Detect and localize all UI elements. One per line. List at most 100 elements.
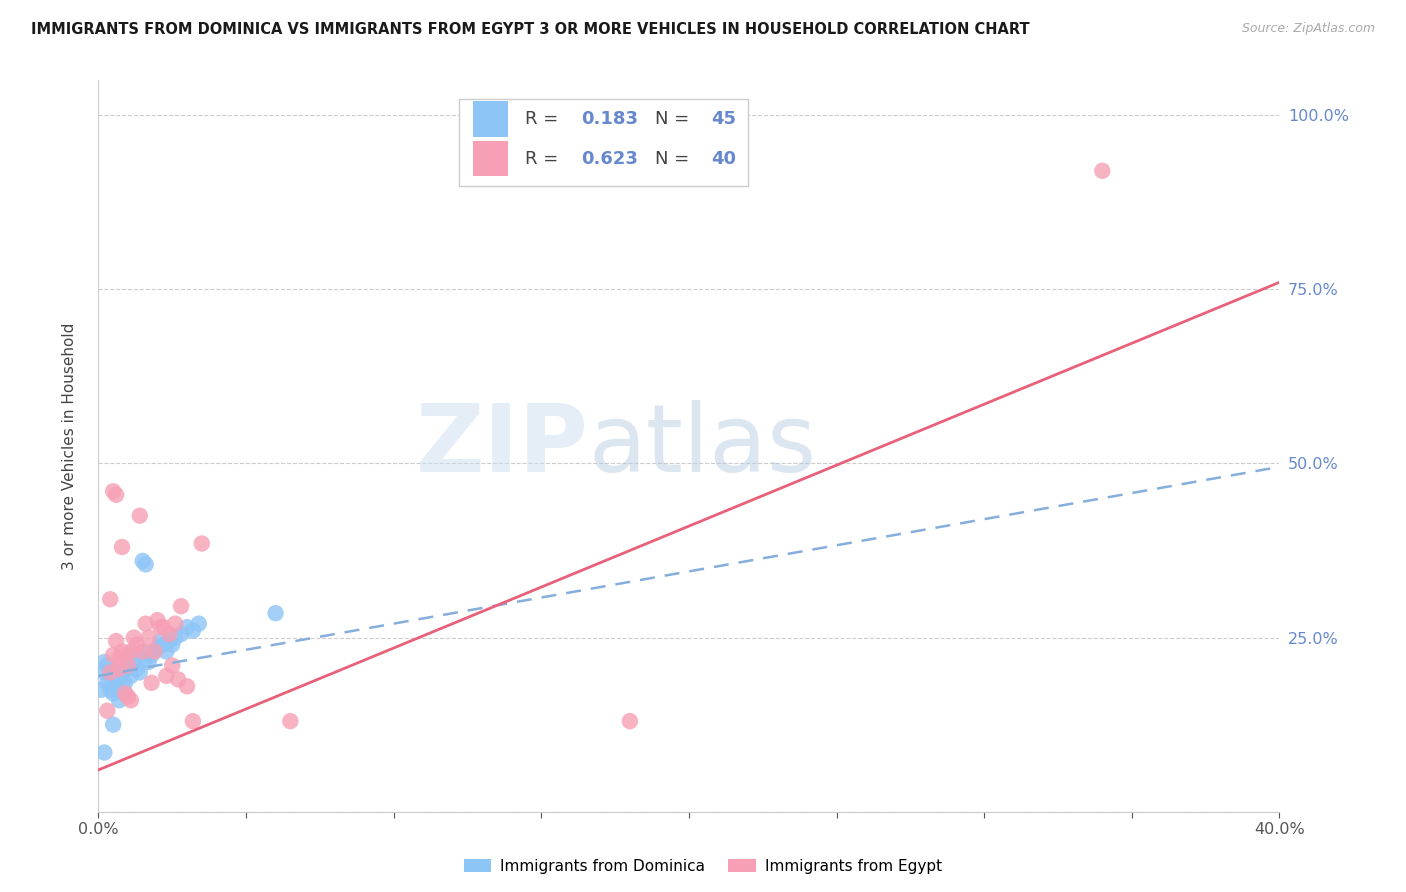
Text: N =: N = [655,110,695,128]
Point [165,616,187,631]
Point [117,651,139,665]
Point [96,704,118,718]
Point [143,644,166,658]
Point [120,644,142,658]
Point [157,634,180,648]
FancyBboxPatch shape [472,141,508,176]
Text: 45: 45 [711,110,737,128]
Point [143,644,166,658]
Point [170,599,193,614]
Point [128,508,150,523]
Text: ZIP: ZIP [416,400,589,492]
Text: Source: ZipAtlas.com: Source: ZipAtlas.com [1241,22,1375,36]
Point [98,682,121,697]
Point [157,627,180,641]
Text: 0.183: 0.183 [582,110,638,128]
Point [108,651,131,665]
Point [187,616,209,631]
Point [105,634,128,648]
Text: IMMIGRANTS FROM DOMINICA VS IMMIGRANTS FROM EGYPT 3 OR MORE VEHICLES IN HOUSEHOL: IMMIGRANTS FROM DOMINICA VS IMMIGRANTS F… [31,22,1029,37]
Point [619,714,641,728]
Point [1091,164,1114,178]
Point [114,686,136,700]
Point [120,669,142,683]
Point [105,676,128,690]
Text: atlas: atlas [589,400,817,492]
Point [155,644,177,658]
Point [167,673,190,687]
Point [120,693,142,707]
Point [152,638,174,652]
Point [132,644,155,658]
Point [176,679,198,693]
Point [122,631,145,645]
Point [135,651,157,665]
Point [280,714,302,728]
Point [111,665,134,680]
Point [120,648,142,662]
Text: R =: R = [524,150,564,168]
Text: 40: 40 [711,150,737,168]
Point [98,669,121,683]
Point [138,655,160,669]
Point [93,655,115,669]
Point [176,620,198,634]
Point [149,634,172,648]
Point [125,638,148,652]
Point [103,648,125,662]
Point [108,682,131,697]
Point [98,665,121,680]
Text: 0.623: 0.623 [582,150,638,168]
Point [90,682,112,697]
Point [108,662,131,676]
Point [155,669,177,683]
FancyBboxPatch shape [458,99,748,186]
Text: R =: R = [524,110,564,128]
Point [170,627,193,641]
Point [93,665,115,680]
Point [135,616,157,631]
Point [141,648,163,662]
Point [96,658,118,673]
Point [103,665,125,680]
Point [264,606,287,620]
Point [181,624,204,638]
Point [105,488,128,502]
FancyBboxPatch shape [472,102,508,136]
Point [93,746,115,760]
Point [111,644,134,658]
Point [105,669,128,683]
Point [149,620,172,634]
Point [114,676,136,690]
Point [135,558,157,572]
Legend: Immigrants from Dominica, Immigrants from Egypt: Immigrants from Dominica, Immigrants fro… [458,853,948,880]
Point [146,613,169,627]
Point [111,540,134,554]
Point [132,644,155,658]
Point [162,658,183,673]
Point [191,536,214,550]
Point [132,554,155,568]
Point [114,686,136,700]
Point [108,693,131,707]
Point [165,631,187,645]
Point [128,665,150,680]
Point [117,658,139,673]
Y-axis label: 3 or more Vehicles in Household: 3 or more Vehicles in Household [62,322,77,570]
Point [103,484,125,499]
Point [125,662,148,676]
Point [103,717,125,731]
Point [181,714,204,728]
Point [96,676,118,690]
Point [117,662,139,676]
Point [141,676,163,690]
Point [138,631,160,645]
Text: N =: N = [655,150,695,168]
Point [98,592,121,607]
Point [117,690,139,704]
Point [162,638,183,652]
Point [111,676,134,690]
Point [122,655,145,669]
Point [152,620,174,634]
Point [114,648,136,662]
